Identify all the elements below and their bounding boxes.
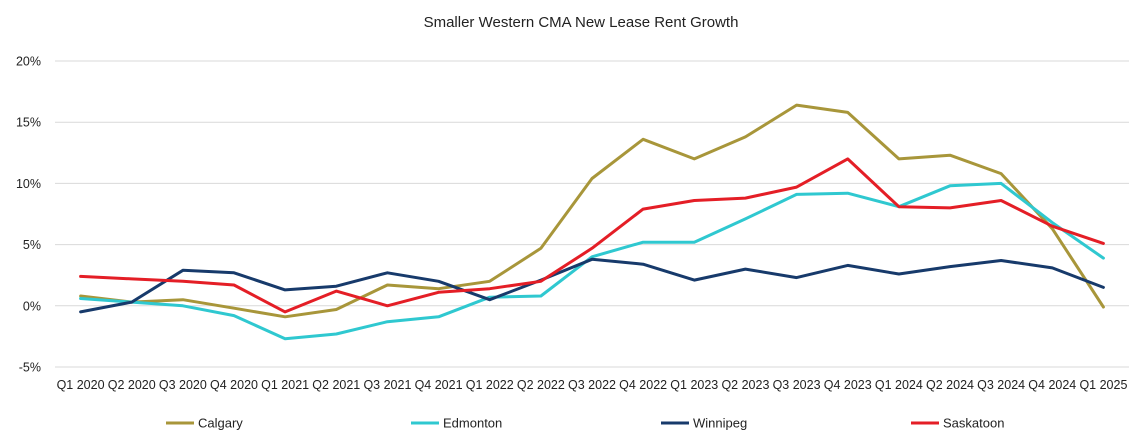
x-tick-label: Q3 2022 [568, 378, 616, 392]
series-line-calgary [79, 103, 1105, 319]
x-tick-label: Q1 2024 [875, 378, 923, 392]
x-axis: Q1 2020 Q2 2020 Q3 2020 Q4 2020 Q1 2021 Q2 20… [57, 378, 1128, 392]
x-tick-label: Q3 2021 [363, 378, 411, 392]
legend-label: Edmonton [443, 416, 502, 431]
y-tick-label: 10% [16, 177, 41, 191]
y-tick-label: 20% [16, 55, 41, 69]
x-tick-label: Q4 2022 [619, 378, 667, 392]
chart-title: Smaller Western CMA New Lease Rent Growt… [424, 14, 739, 31]
legend-label: Calgary [198, 416, 243, 431]
legend-item-saskatoon: Saskatoon [911, 416, 1004, 431]
x-tick-label: Q2 2020 [108, 378, 156, 392]
x-tick-label: Q2 2021 [312, 378, 360, 392]
x-tick-label: Q1 2023 [670, 378, 718, 392]
x-tick-label: Q3 2024 [977, 378, 1025, 392]
x-tick-label: Q4 2024 [1028, 378, 1076, 392]
y-tick-label: -5% [19, 361, 41, 375]
x-tick-label: Q4 2020 [210, 378, 258, 392]
legend-item-edmonton: Edmonton [411, 416, 502, 431]
y-axis: -5% 0% 5% 10% 15% 20% [16, 55, 41, 375]
series-lines [79, 103, 1105, 341]
x-tick-label: Q2 2023 [721, 378, 769, 392]
y-tick-label: 0% [23, 299, 41, 313]
series-line-winnipeg [79, 257, 1105, 314]
legend-label: Saskatoon [943, 416, 1004, 431]
x-tick-label: Q4 2021 [415, 378, 463, 392]
legend-item-calgary: Calgary [166, 416, 243, 431]
x-tick-label: Q3 2020 [159, 378, 207, 392]
x-tick-label: Q1 2025 [1079, 378, 1127, 392]
legend: Calgary Edmonton Winnipeg Saskatoon [166, 416, 1004, 431]
series-line-edmonton [79, 181, 1105, 341]
x-tick-label: Q4 2023 [824, 378, 872, 392]
x-tick-label: Q1 2020 [57, 378, 105, 392]
y-tick-label: 5% [23, 238, 41, 252]
legend-label: Winnipeg [693, 416, 747, 431]
x-tick-label: Q2 2024 [926, 378, 974, 392]
gridlines [55, 60, 1129, 368]
x-tick-label: Q1 2021 [261, 378, 309, 392]
x-tick-label: Q1 2022 [466, 378, 514, 392]
y-tick-label: 15% [16, 116, 41, 130]
x-tick-label: Q2 2022 [517, 378, 565, 392]
legend-item-winnipeg: Winnipeg [661, 416, 747, 431]
x-tick-label: Q3 2023 [773, 378, 821, 392]
series-line-saskatoon [79, 157, 1105, 314]
